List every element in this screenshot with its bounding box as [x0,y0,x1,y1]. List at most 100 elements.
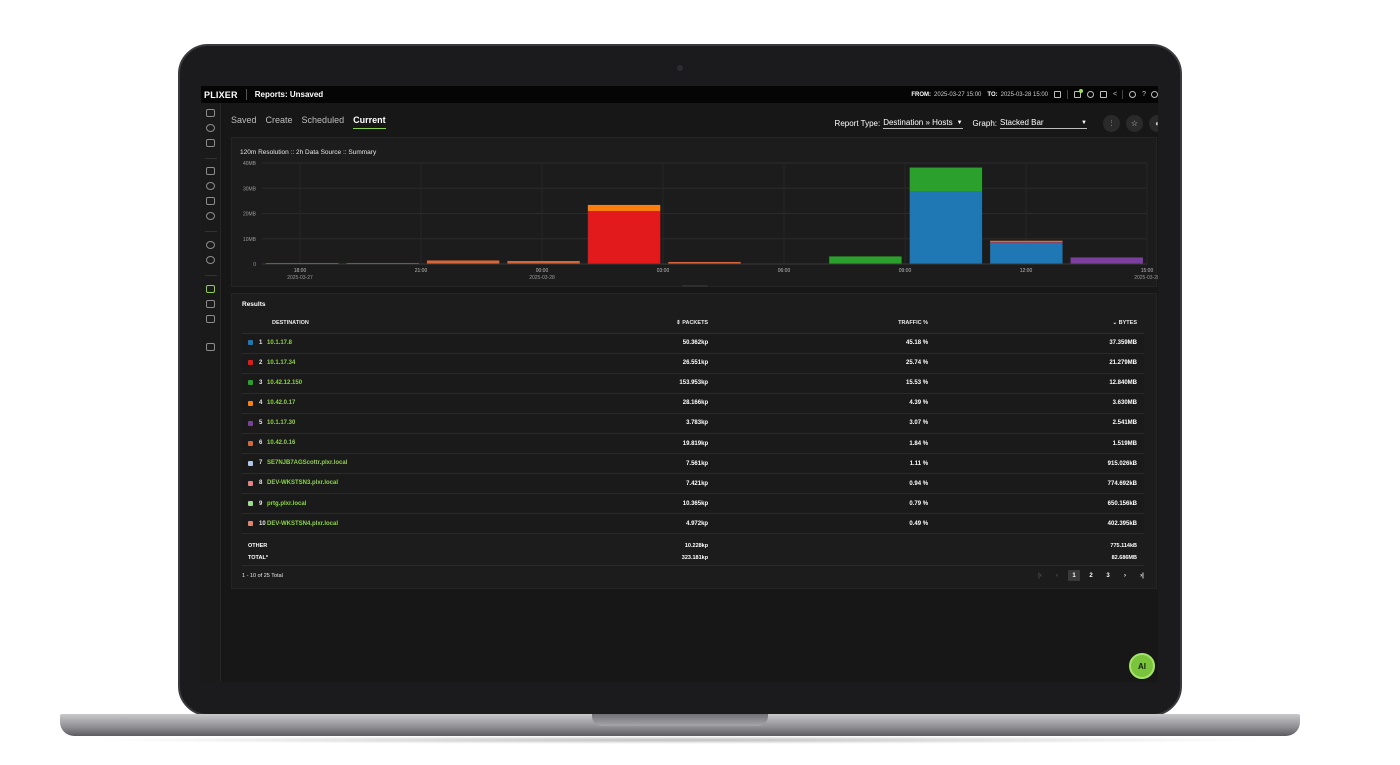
bar-segment [346,262,419,264]
results-title: Results [242,301,266,308]
packets-cell: 50.362kp [615,333,709,354]
first-page-icon[interactable]: |‹ [1038,572,1042,579]
laptop-camera [677,65,683,71]
settings-icon[interactable] [1087,91,1094,98]
x-tick-date-label: 2025-03-28 [529,275,555,281]
host-link[interactable]: 10.42.12.150 [267,379,303,386]
filter-icon[interactable] [1074,89,1083,98]
packets-cell: 7.561kp [615,453,709,475]
x-tick-label: 21:00 [415,268,428,274]
nav-list-icon[interactable] [206,300,215,308]
table-row: 6 10.42.0.16 19.819kp 1.84 % 1.519MB [242,433,1144,455]
table-row: 9 prtg.plxr.local 10.365kp 0.79 % 650.156… [242,493,1144,515]
host-link[interactable]: 10.42.0.16 [267,440,296,447]
nav-search-icon[interactable] [206,212,215,220]
host-link[interactable]: DEV-WKSTSN4.plxr.local [267,520,339,527]
chart-options-icon[interactable]: ⫶ [1103,115,1120,132]
plixer-logo: PLIXER [204,89,238,100]
to-value[interactable]: 2025-03-28 15:00 [1000,91,1048,98]
traffic-cell: 1.11 % [708,453,929,475]
tab-create[interactable]: Create [265,115,293,125]
tab-current[interactable]: Current [353,115,386,129]
table-row: 4 10.42.0.17 28.166kp 4.39 % 3.630MB [242,393,1144,414]
host-link[interactable]: 10.42.0.17 [267,400,296,407]
nav-map-icon[interactable] [206,124,215,132]
host-link[interactable]: prtg.plxr.local [267,500,307,507]
row-rank: 1 [259,339,263,346]
bytes-cell: 915.026kB [928,453,1144,475]
row-rank: 3 [259,379,263,386]
report-type-select[interactable]: Destination » Hosts ▼ [883,118,963,129]
bar-segment [1070,257,1143,264]
series-color-swatch [248,460,253,466]
report-tabs: Saved Create Scheduled Current [231,115,395,129]
host-link[interactable]: 10.1.17.34 [267,359,296,366]
x-tick-label: 09:00 [899,268,912,274]
chart-card: 120m Resolution :: 2h Data Source :: Sum… [231,137,1158,287]
nav-admin-icon[interactable] [206,343,215,351]
bytes-cell: 3.630MB [928,393,1144,414]
help-icon[interactable]: ? [1142,91,1146,98]
save-icon[interactable] [1100,91,1107,98]
col-bytes[interactable]: ⌄ BYTES [928,314,1144,334]
bar-segment [426,260,500,264]
favorite-star-icon[interactable]: ☆ [1126,115,1143,132]
user-icon[interactable] [1151,91,1158,98]
prev-page-icon[interactable]: ‹ [1056,572,1058,579]
more-icon[interactable]: ◐ [1149,115,1158,132]
host-link[interactable]: 10.1.17.8 [267,339,293,346]
ai-assistant-button[interactable]: AI [1129,653,1155,679]
x-tick-label: 15:00 [1141,268,1154,274]
nav-dashboard-icon[interactable] [206,109,215,117]
col-destination[interactable]: DESTINATION [242,314,616,334]
nav-home-icon[interactable] [206,139,215,147]
packets-cell: 4.972kp [615,513,709,535]
other-row: OTHER 10.228kp 775.114kB [242,534,1144,551]
from-value[interactable]: 2025-03-27 15:00 [934,91,982,98]
nav-reports-icon[interactable] [206,285,215,293]
bytes-cell: 37.359MB [928,333,1144,354]
bar-segment [266,262,339,264]
resize-handle[interactable] [682,285,708,287]
nav-alerts-icon[interactable] [206,256,215,264]
series-color-swatch [248,521,253,527]
report-controls: Report Type: Destination » Hosts ▼ Graph… [835,115,1158,132]
calendar-icon[interactable] [1054,91,1061,98]
col-traffic[interactable]: TRAFFIC % [708,314,929,334]
tab-saved[interactable]: Saved [231,115,257,125]
col-packets[interactable]: ⇕ PACKETS [615,314,709,334]
last-page-icon[interactable]: ›| [1140,572,1144,579]
bytes-cell: 12.840MB [928,373,1144,394]
search-icon[interactable] [1129,91,1137,98]
packets-cell: 28.166kp [615,393,709,414]
results-card: Results DESTINATION ⇕ PACKETS TRAFFIC % … [231,293,1157,589]
nav-favorites-icon[interactable] [206,241,215,249]
page-2-button[interactable]: 2 [1089,572,1093,579]
host-link[interactable]: DEV-WKSTSN3.plxr.local [267,480,339,487]
page-3-button[interactable]: 3 [1106,572,1110,579]
series-color-swatch [248,440,253,446]
report-type-label: Report Type: [834,119,881,128]
nav-monitor-icon[interactable] [206,167,215,175]
share-icon[interactable]: < [1113,91,1118,98]
host-link[interactable]: 10.1.17.30 [267,420,296,427]
x-tick-label: 06:00 [778,268,791,274]
host-link[interactable]: SE7NJB7AGScottr.plxr.local [267,460,348,467]
nav-storage-icon[interactable] [206,315,215,323]
nav-cloud-icon[interactable] [206,182,215,190]
row-rank: 8 [259,480,263,487]
page-1-button[interactable]: 1 [1068,570,1080,581]
next-page-icon[interactable]: › [1124,572,1126,579]
tab-scheduled[interactable]: Scheduled [301,115,345,125]
traffic-cell: 25.74 % [708,353,929,374]
nav-network-icon[interactable] [206,197,215,205]
y-tick-label: 20MB [243,212,257,218]
graph-select[interactable]: Stacked Bar ▼ [1000,118,1087,129]
series-color-swatch [248,420,253,426]
left-sidebar: →| [201,103,221,682]
traffic-cell: 45.18 % [708,333,929,354]
row-rank: 7 [259,460,263,467]
chart-title: 120m Resolution :: 2h Data Source :: Sum… [240,149,377,156]
row-rank: 10 [259,520,266,527]
